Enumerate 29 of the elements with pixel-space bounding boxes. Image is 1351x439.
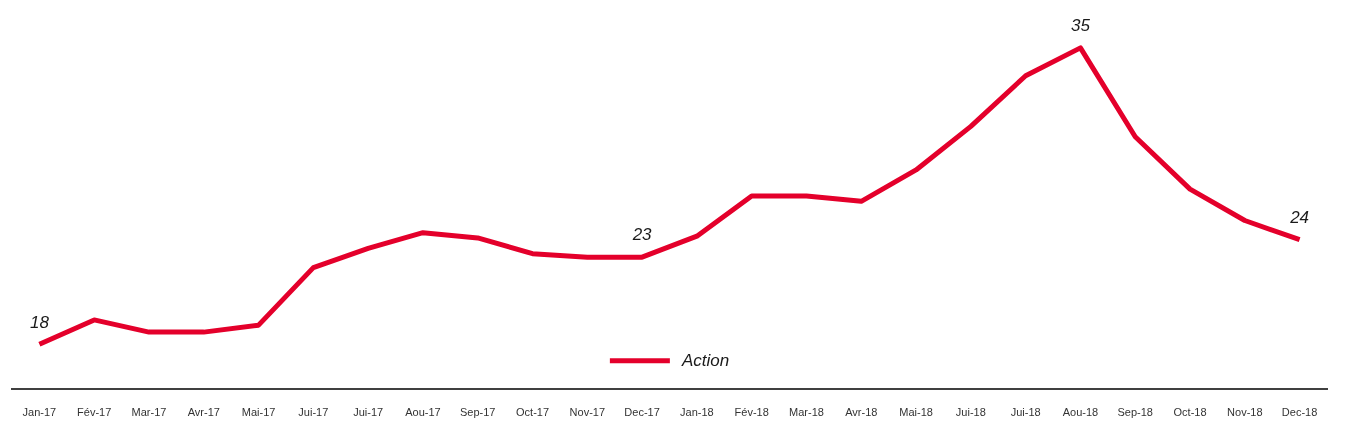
x-tick-label: Nov-18 (1227, 406, 1263, 419)
x-tick-label: Aou-17 (405, 406, 441, 419)
legend-label: Action (680, 350, 730, 370)
x-tick-label: Sep-18 (1117, 406, 1153, 419)
x-tick-label: Mar-18 (789, 406, 824, 419)
data-label: 24 (1289, 207, 1310, 227)
x-tick-label: Oct-17 (516, 406, 550, 419)
x-tick-label: Jui-18 (1010, 406, 1041, 419)
x-tick-label: Mai-17 (241, 406, 276, 419)
x-tick-label: Dec-17 (624, 406, 660, 419)
x-tick-label: Jui-17 (298, 406, 329, 419)
x-tick-label: Avr-18 (845, 406, 878, 419)
data-label: 23 (631, 225, 653, 245)
data-label: 18 (29, 312, 50, 332)
x-tick-label: Mar-17 (131, 406, 167, 419)
x-tick-label: Jui-18 (955, 406, 986, 419)
x-tick-label: Jan-17 (22, 406, 57, 419)
x-tick-label: Avr-17 (187, 406, 220, 419)
x-tick-label: Oct-18 (1173, 406, 1207, 419)
x-tick-label: Dec-18 (1281, 406, 1318, 419)
data-label: 35 (1070, 16, 1091, 36)
x-tick-label: Jan-18 (680, 406, 714, 419)
x-tick-label: Mai-18 (899, 406, 933, 419)
x-tick-label: Fév-17 (77, 406, 112, 419)
x-tick-label: Nov-17 (569, 406, 606, 419)
x-tick-label: Aou-18 (1062, 406, 1099, 419)
x-tick-label: Fév-18 (734, 406, 769, 419)
x-tick-label: Sep-17 (459, 406, 496, 419)
x-tick-label: Jui-17 (353, 406, 384, 419)
